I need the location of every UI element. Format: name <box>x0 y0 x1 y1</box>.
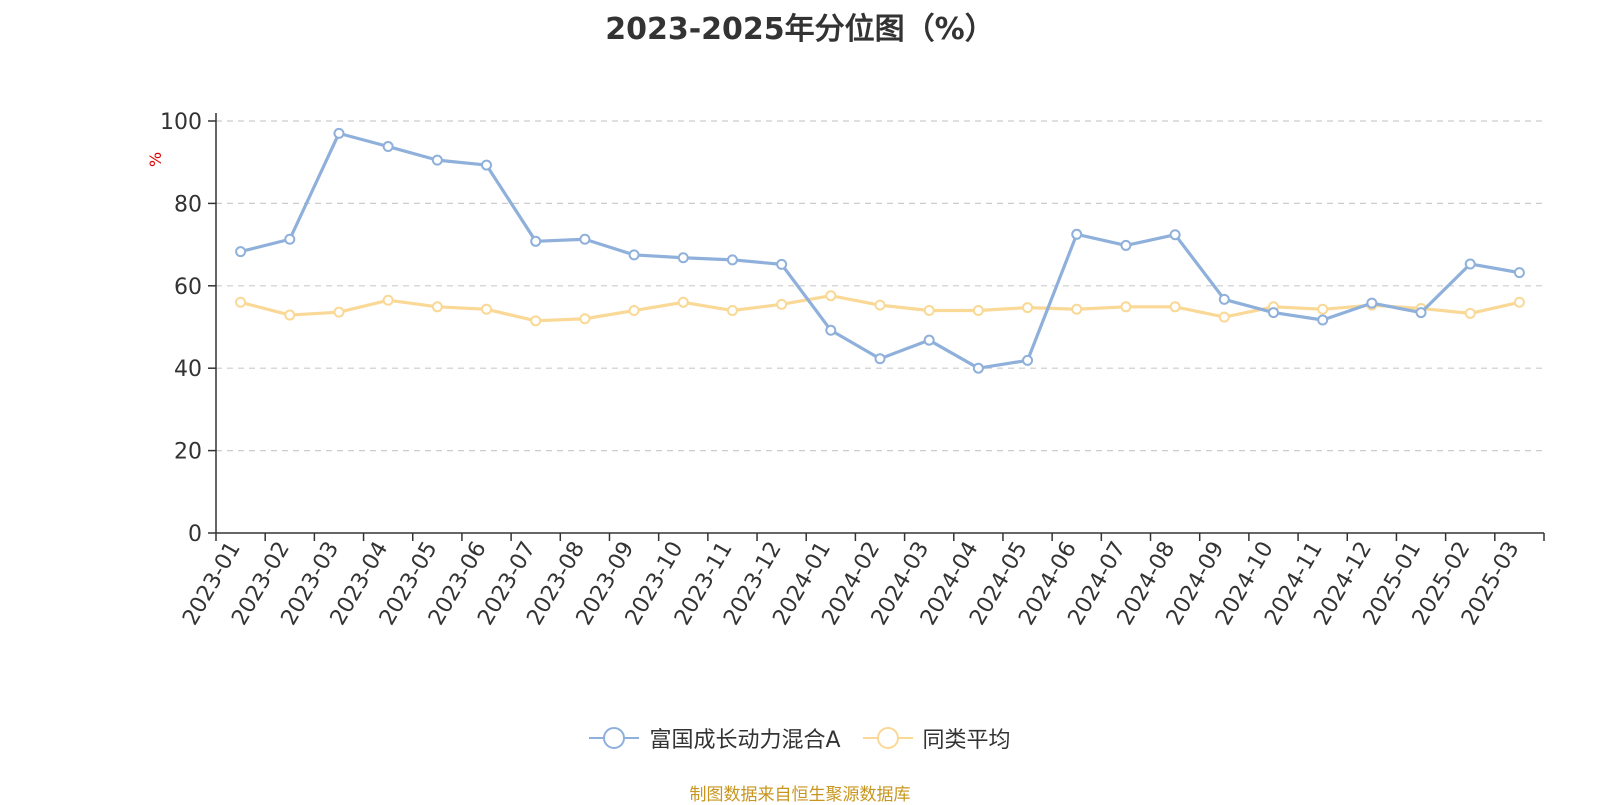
series-line-0 <box>240 131 1520 370</box>
data-point <box>874 353 886 365</box>
data-point <box>1366 297 1378 309</box>
y-tick-label: 20 <box>174 440 202 465</box>
data-point <box>726 254 738 266</box>
data-point <box>1169 229 1181 241</box>
data-point <box>579 313 591 325</box>
data-point <box>284 233 296 245</box>
data-point <box>1218 293 1230 305</box>
data-point <box>530 235 542 247</box>
data-point <box>333 127 345 139</box>
data-point <box>235 246 247 258</box>
data-point <box>1513 267 1525 279</box>
data-point <box>1218 311 1230 323</box>
data-point <box>431 154 443 166</box>
data-point <box>726 305 738 317</box>
data-point <box>874 299 886 311</box>
data-point <box>1513 296 1525 308</box>
data-point <box>1120 239 1132 251</box>
legend-label-average: 同类平均 <box>922 728 1011 753</box>
data-point <box>825 290 837 302</box>
data-point <box>1267 307 1279 319</box>
data-point <box>1464 258 1476 270</box>
y-tick-label: 80 <box>174 192 202 217</box>
legend-label-fund: 富国成长动力混合A <box>649 728 841 753</box>
data-point <box>235 296 247 308</box>
legend-line-marker-icon <box>862 727 913 749</box>
data-point <box>1415 307 1427 319</box>
data-point <box>530 315 542 327</box>
data-source-note: 制图数据来自恒生聚源数据库 <box>689 785 911 805</box>
data-point <box>382 294 394 306</box>
data-point <box>1317 314 1329 326</box>
data-point <box>1022 302 1034 314</box>
data-point <box>677 296 689 308</box>
data-point <box>1169 301 1181 313</box>
data-point <box>825 324 837 336</box>
y-tick-label: 40 <box>174 357 202 382</box>
legend-item-fund[interactable]: 富国成长动力混合A <box>589 722 841 754</box>
data-point <box>333 306 345 318</box>
data-point <box>1464 307 1476 319</box>
data-point <box>972 362 984 374</box>
y-tick-label: 100 <box>160 110 202 135</box>
data-point <box>579 233 591 245</box>
legend-item-average[interactable]: 同类平均 <box>862 722 1011 754</box>
data-point <box>776 298 788 310</box>
legend: 富国成长动力混合A 同类平均 <box>0 722 1600 754</box>
data-point <box>1071 303 1083 315</box>
data-point <box>677 252 689 264</box>
data-point <box>481 159 493 171</box>
y-tick-label: 0 <box>188 522 202 547</box>
y-tick-label: 60 <box>174 275 202 300</box>
data-point <box>923 305 935 317</box>
data-point <box>1317 303 1329 315</box>
data-point <box>628 249 640 261</box>
data-point <box>382 141 394 153</box>
data-point <box>923 334 935 346</box>
legend-line-marker-icon <box>589 727 640 749</box>
chart-title: 2023-2025年分位图（%） <box>605 12 995 47</box>
data-point <box>284 309 296 321</box>
data-point <box>1022 354 1034 366</box>
data-point <box>481 303 493 315</box>
data-point <box>1120 301 1132 313</box>
data-point <box>1071 228 1083 240</box>
data-point <box>972 305 984 317</box>
data-point <box>776 258 788 270</box>
data-point <box>628 305 640 317</box>
data-point <box>431 301 443 313</box>
line-chart: 0204060801002023-012023-022023-032023-04… <box>160 110 1545 630</box>
